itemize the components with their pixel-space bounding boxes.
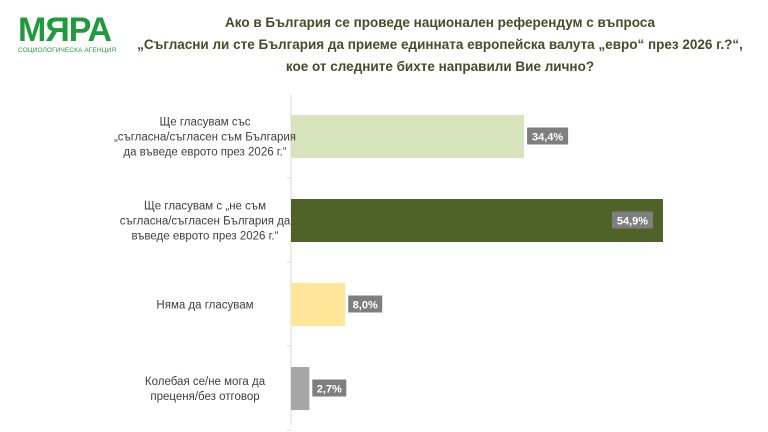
category-label: Ще гласувам със: [159, 117, 250, 129]
logo-name: МЯРА: [18, 11, 112, 49]
data-label-bg: [312, 379, 347, 397]
bar: [291, 367, 310, 410]
category-label: Няма да гласувам: [156, 300, 253, 312]
title-line: кое от следните бихте направили Вие личн…: [285, 59, 595, 74]
category-label: Колебая се/не мога да: [145, 376, 266, 388]
category-label: Ще гласувам с „не съм: [144, 201, 266, 213]
data-label: 8,0%: [353, 300, 378, 312]
logo: МЯРА СОЦИОЛОГИЧЕСКА АГЕНЦИЯ: [18, 11, 118, 54]
logo-subtitle: СОЦИОЛОГИЧЕСКА АГЕНЦИЯ: [18, 47, 117, 54]
data-label-bg: [348, 295, 383, 313]
category-label: да въведе еврото през 2026 г.“: [123, 147, 286, 159]
bar: [291, 283, 346, 326]
title-line: Ако в България се проведе национален реф…: [225, 15, 655, 30]
chart-title: Ако в България се проведе национален реф…: [130, 12, 750, 78]
category-label: преценя/без отговор: [150, 391, 259, 403]
category-label: съгласна/съгласен България да: [120, 216, 291, 228]
data-label-bg: [612, 211, 653, 229]
bar: [291, 199, 663, 242]
bar: [291, 115, 525, 158]
data-label: 54,9%: [617, 216, 648, 228]
data-label: 2,7%: [317, 384, 342, 396]
category-label: „съгласна/съгласен съм България: [114, 132, 296, 144]
title-line: „Съгласни ли сте България да приеме един…: [137, 37, 743, 52]
data-label-bg: [527, 127, 569, 145]
data-label: 34,4%: [532, 132, 563, 144]
category-label: въведе еврото през 2026 г.“: [132, 231, 279, 243]
